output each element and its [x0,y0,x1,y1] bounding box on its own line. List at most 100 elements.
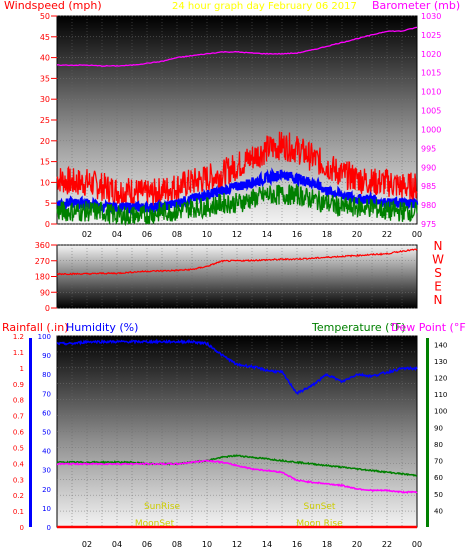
rainfall-tick-label: 0.2 [13,492,24,500]
x-tick-label: 02 [82,540,92,549]
series-line-wind-gust [56,131,418,208]
chart-title: 24 hour graph day February 06 2017 [172,1,357,12]
humidity-tick-label: 10 [42,505,51,513]
windspeed-tick-label: 35 [40,74,50,83]
astro-annotations: SunRise MoonSet SunSet Moon Rise [135,502,343,529]
series-line-humidity [56,338,418,396]
windspeed-tick-label: 40 [40,54,50,63]
rainfall-tick-label: 0.3 [13,476,24,484]
humidity-tick-label: 30 [42,467,51,475]
x-tick-label: 12 [232,540,242,549]
rainfall-tick-label: 0.5 [13,444,24,452]
temperature-tick-label: 140 [434,341,447,349]
compass-letter: E [434,280,442,294]
barometer-tick-label: 975 [421,220,436,229]
compass-letter: S [434,266,442,280]
temperature-tick-label: 110 [434,391,447,399]
direction-tick-label: 270 [35,257,50,266]
x-tick-label: 18 [322,540,332,549]
rainfall-tick-label: 0.6 [13,429,25,437]
windspeed-tick-label: 45 [40,33,50,42]
series-line-temperature [56,454,418,477]
temperature-tick-label: 70 [434,458,443,466]
temperature-tick-label: 80 [434,441,443,449]
x-tick-label: 16 [292,230,302,239]
panel3-x-ticks: 02 04 06 08 10 12 14 16 18 20 22 00 [82,540,422,549]
windspeed-tick-label: 20 [40,137,50,146]
x-tick-label: 04 [112,540,122,549]
x-tick-label: 14 [262,230,272,239]
humidity-ticks: 0 10 20 30 40 50 60 70 80 90 100 [38,333,51,532]
windspeed-tick-label: 25 [40,116,50,125]
panel1-x-ticks: 02 04 06 08 10 12 14 16 18 20 22 00 [82,230,422,239]
x-tick-label: 14 [262,540,272,549]
barometer-tick-label: 990 [421,163,436,172]
windspeed-axis-label: Windspeed (mph) [4,0,102,12]
barometer-tick-label: 995 [421,144,436,153]
temperature-tick-label: 90 [434,424,443,432]
humidity-tick-label: 60 [42,409,51,417]
windspeed-tick-label: 0 [45,220,50,229]
rainfall-tick-label: 0 [20,524,24,532]
series-line-dew-point [57,459,418,494]
barometer-tick-label: 1000 [421,125,441,134]
humidity-tick-label: 90 [42,352,51,360]
x-tick-label: 00 [412,540,422,549]
humidity-tick-label: 0 [47,524,51,532]
windspeed-tick-label: 5 [45,199,50,208]
x-tick-label: 08 [172,540,182,549]
x-tick-label: 22 [382,230,392,239]
panel2-marks [56,248,418,276]
panel1-marks [55,26,419,227]
compass-letter: N [434,293,443,307]
rainfall-tick-label: 1.2 [13,333,24,341]
x-tick-label: 04 [112,230,122,239]
annotation-sunrise: SunRise [144,502,181,512]
rainfall-axis-bar [29,338,32,527]
humidity-axis-label: Humidity (%) [66,321,138,334]
rainfall-ticks: 0 0.1 0.2 0.3 0.4 0.5 0.6 0.7 0.8 0.9 1 1.1 1.2 [13,333,25,532]
x-tick-label: 02 [82,230,92,239]
rainfall-axis-label: Rainfall (.in) [2,321,69,334]
temperature-tick-label: 50 [434,491,443,499]
temperature-axis-bar [426,338,429,527]
direction-tick-label: 180 [35,273,50,282]
humidity-tick-label: 50 [42,429,51,437]
x-tick-label: 10 [202,540,212,549]
panel2-grid [57,244,417,309]
barometer-tick-label: 1020 [421,50,441,59]
windspeed-tick-label: 10 [40,178,50,187]
direction-ticks: 0 90 180 270 360 [35,241,57,313]
x-tick-label: 20 [352,540,362,549]
direction-tick-label: 0 [45,304,50,313]
windspeed-tick-label: 15 [40,158,50,167]
humidity-tick-label: 20 [42,486,51,494]
barometer-tick-label: 1030 [421,12,441,21]
compass-letter: W [432,253,444,267]
x-tick-label: 20 [352,230,362,239]
rainfall-tick-label: 0.8 [13,397,24,405]
windspeed-ticks: 0 5 10 15 20 25 30 35 40 45 50 [40,12,57,229]
barometer-tick-label: 985 [421,182,436,191]
x-tick-label: 08 [172,230,182,239]
barometer-axis-label: Barometer (mb) [372,0,460,12]
barometer-ticks: 975 980 985 990 995 1000 1005 1010 1015 1020 1025 1… [421,12,441,229]
temperature-tick-label: 60 [434,474,443,482]
rainfall-tick-label: 0.7 [13,413,24,421]
temperature-axis-label: Temperature (°F) [311,321,406,334]
rainfall-tick-label: 0.1 [13,508,24,516]
x-tick-label: 10 [202,230,212,239]
temperature-ticks: 40 50 60 70 80 90 100 110 120 130 140 [434,341,447,515]
barometer-tick-label: 1005 [421,107,441,116]
series-line-wind-average [55,167,419,216]
humidity-tick-label: 100 [38,333,51,341]
annotation-sunset: SunSet [304,502,336,512]
rainfall-tick-label: 0.4 [13,460,25,468]
humidity-tick-label: 70 [42,390,51,398]
temperature-tick-label: 40 [434,507,443,515]
rainfall-tick-label: 1 [20,365,24,373]
x-tick-label: 06 [142,230,152,239]
x-tick-label: 16 [292,540,302,549]
